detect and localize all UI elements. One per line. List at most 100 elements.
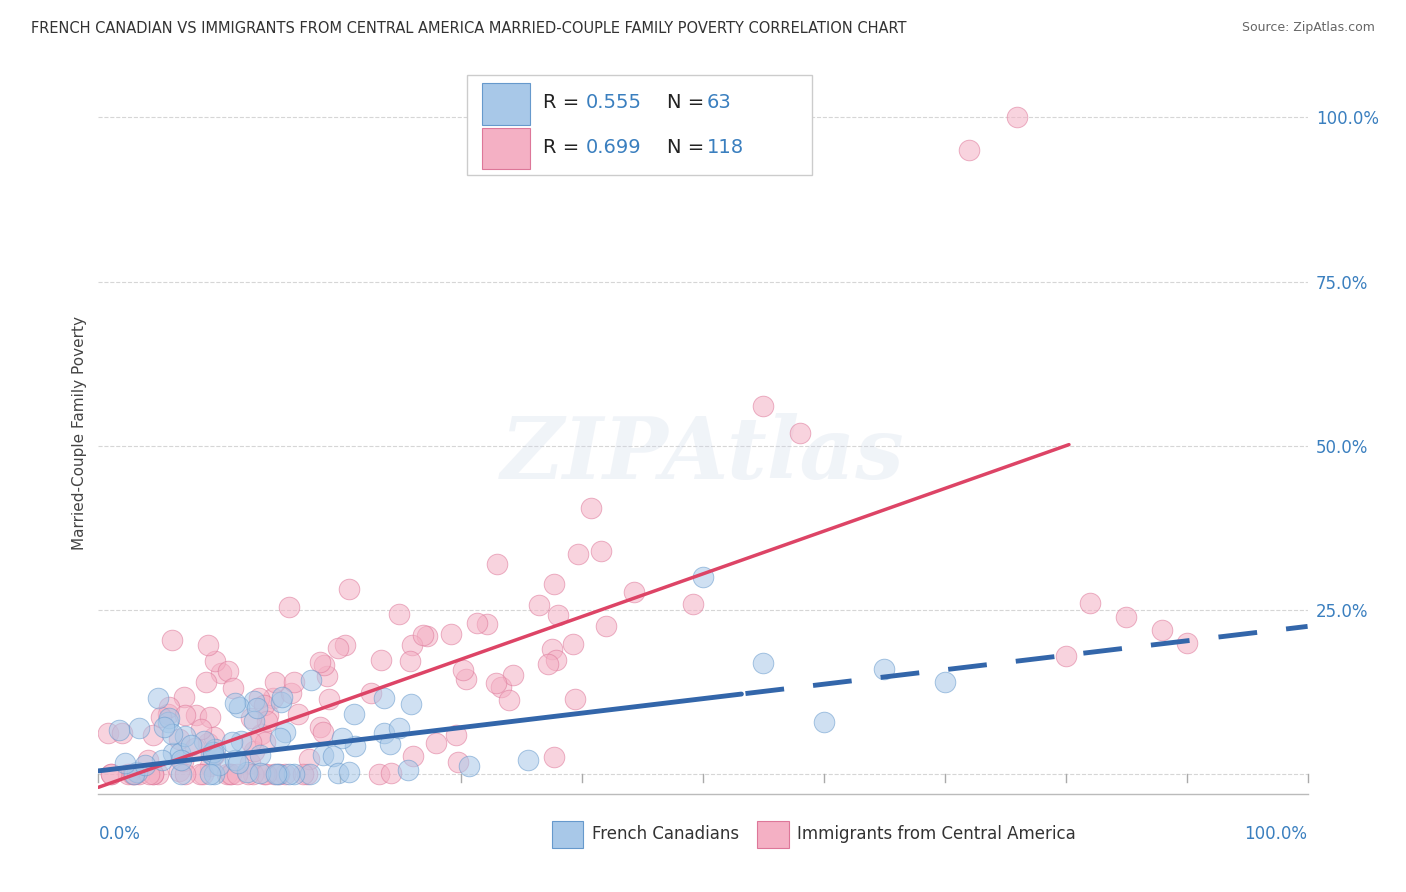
- Point: [254, 767, 277, 781]
- Point: [124, 767, 146, 781]
- Point: [813, 714, 835, 729]
- Point: [318, 692, 340, 706]
- Point: [269, 731, 291, 745]
- Point: [256, 714, 278, 728]
- Point: [440, 626, 463, 640]
- Point: [623, 585, 645, 599]
- Point: [218, 767, 240, 781]
- Point: [148, 767, 170, 781]
- Point: [326, 765, 349, 780]
- Point: [399, 698, 422, 712]
- Point: [287, 707, 309, 722]
- Point: [146, 690, 169, 705]
- Text: 63: 63: [707, 94, 731, 112]
- Point: [277, 599, 299, 614]
- Point: [121, 767, 143, 781]
- Text: 0.699: 0.699: [586, 138, 641, 157]
- Point: [485, 675, 508, 690]
- Point: [337, 764, 360, 779]
- Point: [156, 706, 179, 721]
- Point: [264, 675, 287, 690]
- Point: [299, 673, 322, 688]
- Text: 0.0%: 0.0%: [98, 824, 141, 843]
- Point: [401, 638, 423, 652]
- Point: [156, 714, 179, 729]
- Point: [262, 691, 284, 706]
- Point: [208, 757, 231, 772]
- Point: [280, 686, 302, 700]
- Point: [240, 711, 263, 725]
- Point: [157, 711, 180, 725]
- Point: [169, 746, 191, 760]
- Point: [543, 577, 565, 591]
- Point: [142, 767, 165, 781]
- Point: [295, 767, 318, 781]
- Point: [247, 691, 270, 706]
- Text: R =: R =: [543, 94, 586, 112]
- Point: [380, 737, 402, 751]
- Text: 100.0%: 100.0%: [1244, 824, 1308, 843]
- Point: [547, 607, 569, 622]
- Point: [157, 699, 180, 714]
- Point: [200, 710, 222, 724]
- Point: [243, 714, 266, 729]
- Point: [752, 400, 775, 414]
- Point: [692, 570, 714, 584]
- Text: FRENCH CANADIAN VS IMMIGRANTS FROM CENTRAL AMERICA MARRIED-COUPLE FAMILY POVERTY: FRENCH CANADIAN VS IMMIGRANTS FROM CENTR…: [31, 21, 907, 36]
- Point: [502, 668, 524, 682]
- Point: [226, 756, 249, 771]
- Text: N =: N =: [666, 138, 710, 157]
- Point: [380, 765, 402, 780]
- Point: [224, 696, 246, 710]
- Text: N =: N =: [666, 94, 710, 112]
- Point: [222, 681, 245, 695]
- Point: [373, 690, 395, 705]
- Point: [142, 767, 165, 781]
- Point: [274, 767, 297, 781]
- Point: [128, 767, 150, 781]
- Point: [173, 729, 195, 743]
- Bar: [758, 821, 789, 848]
- Point: [263, 767, 285, 781]
- Point: [1115, 609, 1137, 624]
- Point: [298, 767, 321, 781]
- Text: French Canadians: French Canadians: [592, 824, 740, 843]
- Point: [174, 708, 197, 723]
- Point: [1152, 623, 1174, 637]
- Point: [399, 654, 422, 668]
- Point: [277, 767, 299, 781]
- Point: [226, 767, 249, 781]
- Point: [122, 767, 145, 781]
- Point: [243, 693, 266, 707]
- Point: [489, 680, 512, 694]
- Point: [425, 736, 447, 750]
- Point: [314, 657, 336, 672]
- Point: [197, 736, 219, 750]
- Point: [127, 764, 149, 779]
- Point: [191, 767, 214, 781]
- Text: ZIPAtlas: ZIPAtlas: [501, 412, 905, 496]
- Point: [477, 616, 499, 631]
- Point: [344, 739, 367, 753]
- Point: [567, 547, 589, 561]
- Point: [368, 767, 391, 781]
- Point: [170, 754, 193, 768]
- Point: [209, 666, 232, 681]
- Point: [283, 767, 305, 781]
- Point: [283, 675, 305, 690]
- Point: [543, 750, 565, 764]
- Point: [153, 719, 176, 733]
- Point: [330, 731, 353, 745]
- Point: [581, 500, 603, 515]
- Point: [266, 767, 288, 781]
- Point: [97, 726, 120, 740]
- Point: [221, 735, 243, 749]
- Point: [343, 707, 366, 722]
- Point: [454, 672, 477, 686]
- Point: [266, 767, 288, 781]
- Point: [150, 710, 173, 724]
- Y-axis label: Married-Couple Family Poverty: Married-Couple Family Poverty: [72, 316, 87, 549]
- Point: [194, 674, 217, 689]
- Text: 0.555: 0.555: [586, 94, 641, 112]
- Point: [114, 756, 136, 770]
